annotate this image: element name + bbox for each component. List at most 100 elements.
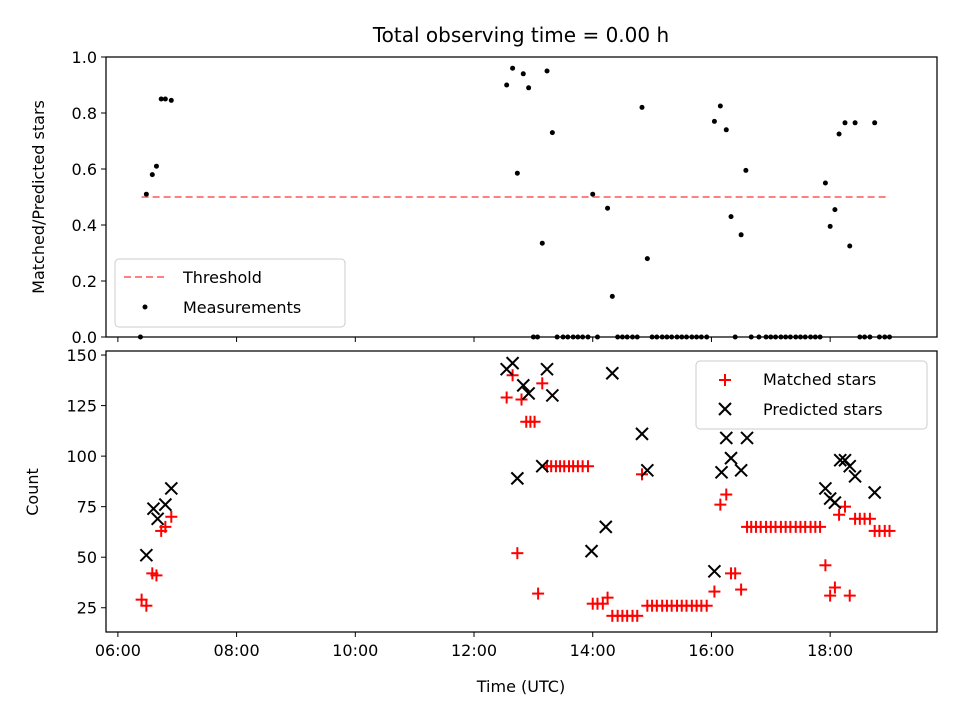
matched-star-point xyxy=(536,377,549,390)
matched-star-point xyxy=(819,559,832,572)
top-y-tick-label: 0.8 xyxy=(72,104,97,123)
matched-star-point xyxy=(631,609,644,622)
bottom-plot-area xyxy=(135,356,896,622)
matched-star-point xyxy=(532,587,545,600)
measurement-point xyxy=(836,131,842,137)
bottom-panel: 25 50 75 100 125 150 06:00 08:00 10:00 12:00 14:0… xyxy=(23,346,938,696)
measurement-point xyxy=(168,97,174,103)
bottom-y-axis-label: Count xyxy=(23,468,42,516)
predicted-star-mark-b xyxy=(719,431,733,445)
predicted-star-point xyxy=(540,362,554,376)
predicted-star-point xyxy=(545,388,560,403)
top-axes-frame xyxy=(105,56,938,338)
matched-star-point xyxy=(838,500,851,513)
measurement-point xyxy=(738,232,744,238)
predicted-star-point xyxy=(843,459,857,473)
matched-star-point xyxy=(511,547,524,560)
matched-star-point xyxy=(596,597,609,610)
matched-star-point xyxy=(729,567,742,580)
predicted-star-mark-b xyxy=(707,564,722,579)
predicted-star-mark-b xyxy=(734,463,748,477)
measurement-point xyxy=(728,214,734,220)
predicted-star-point xyxy=(521,386,536,401)
top-y-ticks: 0.0 0.2 0.4 0.6 0.8 1.0 xyxy=(72,48,106,347)
matched-star-point xyxy=(506,369,519,382)
legend-measurements-swatch xyxy=(142,304,148,310)
measurement-point xyxy=(842,120,848,126)
top-legend-box xyxy=(114,258,346,328)
top-y-tick-label: 0.4 xyxy=(72,216,97,235)
predicted-star-point xyxy=(505,356,520,370)
predicted-star-point xyxy=(640,463,655,477)
predicted-star-point xyxy=(714,465,729,480)
matched-star-point xyxy=(601,591,614,604)
top-plot-area xyxy=(137,65,893,340)
predicted-star-mark-b xyxy=(540,362,554,376)
predicted-star-mark-b xyxy=(867,485,882,500)
predicted-star-point xyxy=(605,366,620,380)
predicted-star-mark-b xyxy=(640,463,655,477)
predicted-star-point xyxy=(724,451,738,465)
matched-star-point xyxy=(500,391,513,404)
measurement-point xyxy=(827,223,833,229)
measurement-point xyxy=(609,293,615,299)
predicted-star-mark-b xyxy=(510,471,525,486)
matched-star-point xyxy=(708,585,721,598)
measurement-point xyxy=(822,180,828,186)
predicted-star-point xyxy=(584,544,599,558)
measurement-point xyxy=(605,205,611,211)
predicted-star-point xyxy=(164,481,178,496)
predicted-star-mark-b xyxy=(843,459,857,473)
bottom-y-tick-label: 75 xyxy=(77,498,97,517)
top-panel: Total observing time = 0.00 h 0.00.20.40… xyxy=(29,23,938,347)
predicted-star-point xyxy=(146,501,161,516)
predicted-star-point xyxy=(535,459,549,473)
predicted-star-point xyxy=(734,463,748,477)
predicted-star-point xyxy=(828,495,842,510)
predicted-star-mark-b xyxy=(150,512,165,526)
measurement-point xyxy=(162,96,168,102)
predicted-star-mark-b xyxy=(740,431,754,445)
measurement-point xyxy=(143,191,149,197)
predicted-star-mark-b xyxy=(158,497,173,512)
top-panel-title: Total observing time = 0.00 h xyxy=(372,23,669,47)
matched-star-point xyxy=(515,393,528,406)
bottom-x-tick-label: 16:00 xyxy=(688,641,734,660)
predicted-star-mark-b xyxy=(828,495,842,510)
bottom-x-tick-label: 14:00 xyxy=(570,641,616,660)
top-legend: Threshold Measurements xyxy=(114,258,346,328)
bottom-x-tick-label: 10:00 xyxy=(332,641,378,660)
predicted-star-mark-b xyxy=(545,388,560,403)
legend-matched-swatch xyxy=(719,374,731,386)
predicted-star-mark-b xyxy=(818,481,833,496)
legend-matched-label: Matched stars xyxy=(763,370,876,389)
matched-star-point xyxy=(140,599,153,612)
predicted-star-point xyxy=(719,431,733,445)
top-y-tick-label: 0.0 xyxy=(72,328,97,347)
measurement-point xyxy=(520,71,526,77)
predicted-star-mark-b xyxy=(605,366,620,380)
measurement-point xyxy=(639,104,645,110)
predicted-star-mark-b xyxy=(584,544,599,558)
bottom-legend-box xyxy=(695,360,928,430)
measurement-point xyxy=(852,120,858,126)
measurement-point xyxy=(872,120,878,126)
predicted-star-point xyxy=(707,564,722,579)
predicted-star-point xyxy=(833,453,847,467)
matched-star-point xyxy=(863,512,876,525)
predicted-star-mark-b xyxy=(516,378,530,393)
bottom-y-ticks: 25 50 75 100 125 150 xyxy=(66,346,106,618)
measurement-point xyxy=(723,127,729,133)
predicted-star-mark-b xyxy=(521,386,536,401)
predicted-star-mark-b xyxy=(505,356,520,370)
predicted-star-point xyxy=(510,471,525,486)
bottom-x-ticks: 06:00 08:00 10:00 12:00 14:00 16:00 18:00 xyxy=(95,632,853,660)
legend-predicted-swatch xyxy=(718,402,732,416)
legend-predicted-label: Predicted stars xyxy=(763,400,883,419)
matched-star-point xyxy=(159,520,172,533)
measurement-point xyxy=(847,243,853,249)
measurement-point xyxy=(153,163,159,169)
measurement-point xyxy=(644,256,650,262)
matched-star-point xyxy=(735,583,748,596)
predicted-star-point xyxy=(158,497,173,512)
